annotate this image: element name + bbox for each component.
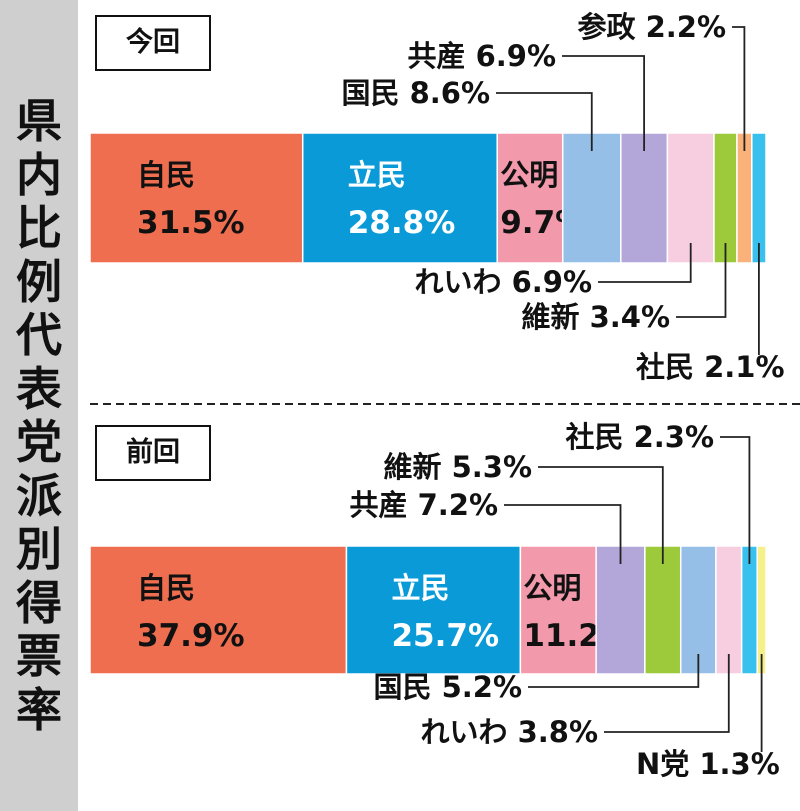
callout-label-previous-6: れいわ 3.8% [420,715,598,749]
bar-segment-current-7 [736,132,753,264]
panel-label-previous: 前回 [95,425,211,481]
callout-label-current-7: 参政 2.2% [577,10,726,44]
bar-segment-previous-5 [679,545,717,675]
callout-label-current-4: 共産 6.9% [407,39,556,73]
bar-segment-previous-1 [345,545,522,675]
callout-label-previous-8: N党 1.3% [636,747,780,781]
bar-segment-previous-6 [715,545,743,675]
bar-party-label-current-1: 立民 [348,158,406,192]
leader-line-current-5 [598,243,692,283]
side-title-panel: 県内比例代表党派別得票率 [0,0,78,811]
bar-segment-previous-3 [595,545,646,675]
bar-segment-current-3 [561,132,622,264]
bar-segment-current-4 [620,132,669,264]
bar-party-label-current-0: 自民 [137,158,195,192]
leader-line-previous-5 [528,654,700,688]
leader-line-current-7 [732,26,746,151]
bar-segment-previous-4 [644,545,682,675]
bar-segment-previous-2 [519,545,597,675]
callout-label-current-5: れいわ 6.9% [414,265,592,299]
leader-line-previous-3 [504,504,622,564]
bar-segment-current-0 [89,132,304,264]
callout-label-previous-7: 社民 2.3% [565,420,714,454]
callout-label-previous-4: 維新 5.3% [383,450,532,484]
leader-line-previous-6 [604,654,730,733]
bar-segment-current-1 [301,132,498,264]
bar-value-label-current-0: 31.5% [137,205,245,241]
bar-value-label-previous-0: 37.9% [137,618,245,654]
bar-segment-previous-0 [89,545,348,675]
leader-line-current-6 [676,243,727,318]
bar-value-label-previous-1: 25.7% [391,618,499,654]
callout-label-current-8: 社民 2.1% [636,350,785,384]
leader-line-previous-4 [538,466,664,564]
bar-party-label-previous-1: 立民 [391,571,449,605]
callout-label-current-6: 維新 3.4% [521,300,670,334]
bar-party-label-previous-0: 自民 [137,571,195,605]
chart-title: 県内比例代表党派別得票率 [16,94,62,737]
bar-value-label-current-1: 28.8% [348,205,456,241]
callout-label-previous-3: 共産 7.2% [349,488,498,522]
bar-party-label-previous-2: 公明 [523,571,581,605]
leader-line-current-4 [562,55,646,151]
panel-label-current: 今回 [95,15,211,71]
leader-line-current-3 [496,92,593,151]
bar-segment-previous-7 [740,545,758,675]
bar-party-label-current-2: 公明 [500,158,558,192]
bar-segment-current-2 [496,132,564,264]
callout-label-current-3: 国民 8.6% [341,76,490,110]
callout-label-previous-5: 国民 5.2% [373,670,522,704]
leader-line-previous-7 [720,436,751,564]
